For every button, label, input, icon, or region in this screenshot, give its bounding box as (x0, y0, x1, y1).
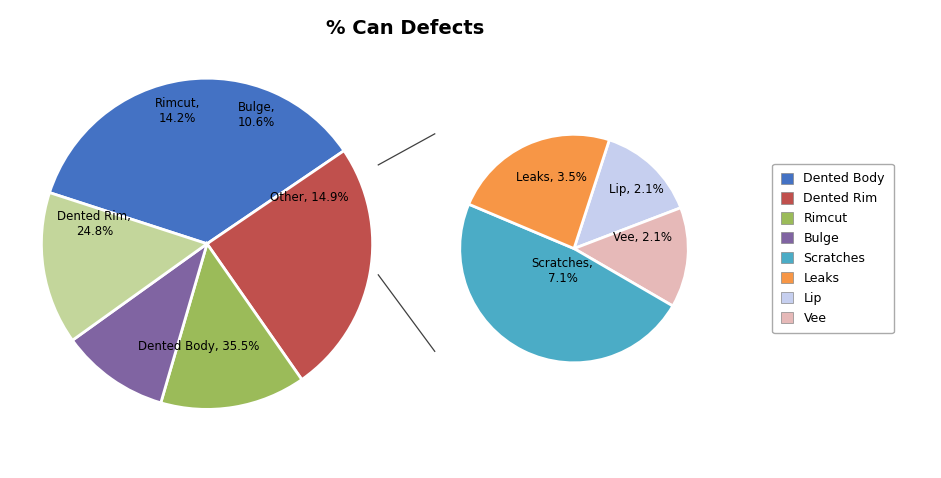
Text: Scratches,
7.1%: Scratches, 7.1% (532, 258, 594, 285)
Wedge shape (41, 193, 207, 340)
Text: Dented Body, 35.5%: Dented Body, 35.5% (138, 340, 260, 353)
Text: % Can Defects: % Can Defects (326, 19, 484, 38)
Text: Lip, 2.1%: Lip, 2.1% (610, 183, 664, 196)
Wedge shape (161, 244, 302, 409)
Text: Rimcut,
14.2%: Rimcut, 14.2% (154, 98, 199, 125)
Wedge shape (574, 208, 688, 306)
Text: Leaks, 3.5%: Leaks, 3.5% (516, 171, 586, 184)
Text: Vee, 2.1%: Vee, 2.1% (614, 230, 672, 244)
Wedge shape (72, 244, 207, 403)
Text: Bulge,
10.6%: Bulge, 10.6% (238, 100, 276, 129)
Wedge shape (50, 78, 344, 244)
Wedge shape (460, 204, 673, 363)
Wedge shape (574, 140, 680, 249)
Wedge shape (207, 151, 373, 380)
Wedge shape (469, 134, 610, 249)
Legend: Dented Body, Dented Rim, Rimcut, Bulge, Scratches, Leaks, Lip, Vee: Dented Body, Dented Rim, Rimcut, Bulge, … (773, 164, 894, 333)
Text: Dented Rim,
24.8%: Dented Rim, 24.8% (57, 210, 132, 238)
Text: Other, 14.9%: Other, 14.9% (270, 191, 349, 204)
